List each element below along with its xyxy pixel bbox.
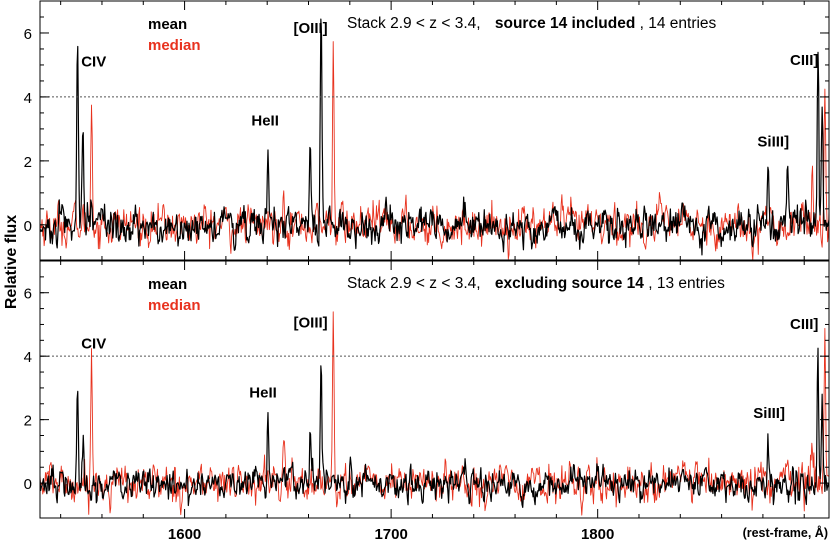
bottom-legend-mean: mean (148, 276, 187, 293)
top-line-label: [OIII] (293, 20, 327, 37)
bottom-mean-spectrum (40, 347, 829, 508)
top-y-tick-label: 6 (24, 26, 32, 43)
top-title-bold: source 14 included (495, 15, 635, 32)
x-tick-label: 1700 (374, 526, 407, 541)
top-y-tick-label: 2 (24, 154, 32, 171)
bottom-panel-title: Stack 2.9 < z < 3.4, excluding source 14… (347, 275, 725, 292)
x-axis-label: (rest-frame, Å) (743, 525, 828, 540)
bottom-line-label: CIV (81, 335, 106, 352)
bottom-title-prefix: Stack 2.9 < z < 3.4, (347, 275, 481, 292)
top-title-prefix: Stack 2.9 < z < 3.4, (347, 15, 481, 32)
top-mean-spectrum (40, 18, 829, 256)
bottom-series-layer (40, 311, 829, 516)
y-axis-label: Relative flux (3, 215, 20, 309)
bottom-title-bold: excluding source 14 (495, 275, 644, 292)
bottom-panel: 0 2 4 6 mean median Stack 2.9 < z < 3.4, ex… (24, 260, 830, 519)
bottom-y-tick-label: 2 (24, 413, 32, 430)
top-title-suffix: , 14 entries (640, 15, 717, 32)
top-series-layer (40, 18, 829, 260)
bottom-line-label: SiIII] (753, 405, 785, 422)
x-tick-label: 1800 (581, 526, 614, 541)
bottom-line-label: HeII (249, 384, 277, 401)
bottom-plot-frame (39, 260, 830, 519)
bottom-y-tick-label: 0 (24, 476, 32, 493)
top-line-label: HeII (251, 113, 279, 130)
bottom-line-labels: CIV HeII [OIII] SiIII] CIII] (81, 315, 818, 422)
top-y-tick-label: 4 (24, 90, 32, 107)
top-median-spectrum (40, 41, 829, 260)
top-ticks: 0 2 4 6 (24, 0, 829, 260)
top-line-label: CIV (81, 54, 106, 71)
x-tick-label: 1600 (168, 526, 201, 541)
top-line-label: SiIII] (757, 133, 789, 150)
bottom-y-tick-label: 4 (24, 349, 32, 366)
top-legend-mean: mean (148, 16, 187, 33)
top-plot-frame (39, 0, 830, 261)
top-legend-median: median (148, 37, 201, 54)
bottom-legend-median: median (148, 297, 201, 314)
top-panel-title: Stack 2.9 < z < 3.4, source 14 included … (347, 15, 717, 32)
bottom-line-label: CIII] (790, 316, 818, 333)
top-panel: 0 2 4 6 mean median Stack 2.9 < z < 3.4, so… (24, 0, 830, 261)
bottom-y-tick-label: 6 (24, 286, 32, 303)
bottom-title-suffix: , 13 entries (648, 275, 725, 292)
bottom-line-label: [OIII] (293, 315, 327, 332)
top-line-label: CIII] (790, 52, 818, 69)
bottom-ticks: 0 2 4 6 (24, 260, 829, 518)
top-y-tick-label: 0 (24, 218, 32, 235)
top-line-labels: CIV HeII [OIII] SiIII] CIII] (81, 20, 818, 151)
x-tick-labels: 1600 1700 1800 (168, 526, 614, 541)
